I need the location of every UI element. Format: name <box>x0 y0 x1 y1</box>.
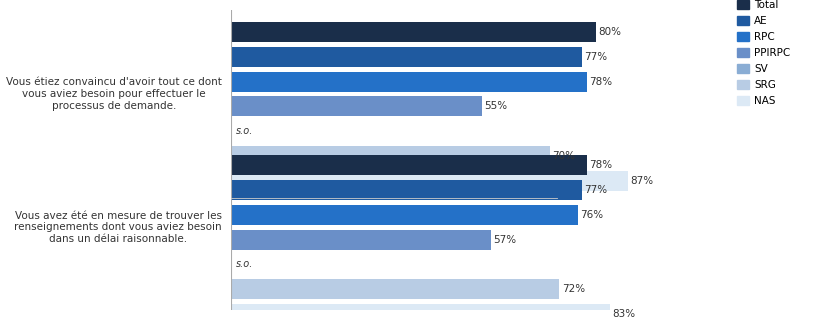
Text: 72%: 72% <box>561 284 584 294</box>
Bar <box>232 230 491 249</box>
Text: 57%: 57% <box>493 235 516 245</box>
Text: s.o.: s.o. <box>236 126 253 136</box>
Bar <box>232 22 596 42</box>
Bar <box>232 304 610 321</box>
Bar <box>232 72 587 92</box>
Text: 77%: 77% <box>584 52 607 62</box>
Bar <box>232 171 628 191</box>
Bar <box>232 47 582 67</box>
Text: Vous avez été en mesure de trouver les
renseignements dont vous aviez besoin
dan: Vous avez été en mesure de trouver les r… <box>14 211 222 244</box>
Text: 78%: 78% <box>589 160 612 170</box>
Bar <box>232 180 582 200</box>
Text: 55%: 55% <box>484 101 507 111</box>
Legend: Total, AE, RPC, PPIRPC, SV, SRG, NAS: Total, AE, RPC, PPIRPC, SV, SRG, NAS <box>737 0 791 106</box>
Text: 76%: 76% <box>580 210 603 220</box>
Text: s.o.: s.o. <box>236 259 253 269</box>
Bar <box>232 146 550 166</box>
Text: 77%: 77% <box>584 185 607 195</box>
Text: Vous étiez convaincu d'avoir tout ce dont
vous aviez besoin pour effectuer le
pr: Vous étiez convaincu d'avoir tout ce don… <box>6 77 222 111</box>
Text: 70%: 70% <box>552 151 575 161</box>
Bar <box>232 155 587 175</box>
Text: 87%: 87% <box>630 176 653 186</box>
Text: 78%: 78% <box>589 77 612 87</box>
Bar <box>232 97 482 117</box>
Text: 83%: 83% <box>612 309 635 319</box>
Bar <box>232 205 578 225</box>
Text: 80%: 80% <box>598 27 621 37</box>
Bar <box>232 279 560 299</box>
